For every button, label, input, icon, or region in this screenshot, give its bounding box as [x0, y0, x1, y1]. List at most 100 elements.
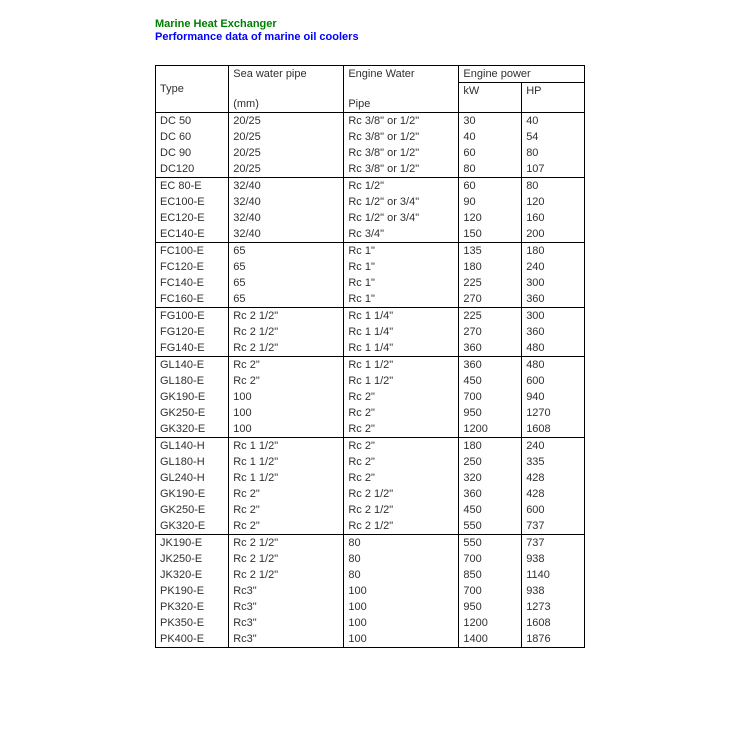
cell: Rc 2 1/2"	[229, 324, 344, 340]
table-row: JK190-ERc 2 1/2"80550737	[156, 534, 585, 551]
cell: 100	[229, 389, 344, 405]
table-row: GK320-ERc 2"Rc 2 1/2"550737	[156, 518, 585, 535]
title-line-2: Performance data of marine oil coolers	[155, 31, 585, 43]
cell: Rc 1 1/4"	[344, 340, 459, 357]
cell: JK320-E	[156, 567, 229, 583]
cell: 90	[459, 194, 522, 210]
cell: 200	[522, 226, 585, 243]
cell: FG100-E	[156, 307, 229, 324]
title-line-1: Marine Heat Exchanger	[155, 18, 585, 30]
cell: Rc 2 1/2"	[229, 307, 344, 324]
cell: 20/25	[229, 129, 344, 145]
cell: 65	[229, 275, 344, 291]
cell: Rc 2"	[229, 373, 344, 389]
cell: 80	[344, 567, 459, 583]
cell: 1270	[522, 405, 585, 421]
cell: DC120	[156, 161, 229, 178]
cell: PK400-E	[156, 631, 229, 648]
cell: Rc 2"	[229, 486, 344, 502]
cell: 360	[459, 340, 522, 357]
cell: 940	[522, 389, 585, 405]
cell: GK190-E	[156, 486, 229, 502]
cell: Rc3"	[229, 631, 344, 648]
cell: 20/25	[229, 112, 344, 129]
table-row: EC140-E32/40Rc 3/4"150200	[156, 226, 585, 243]
cell: 550	[459, 518, 522, 535]
cell: 737	[522, 518, 585, 535]
cell: 100	[344, 599, 459, 615]
cell: 700	[459, 583, 522, 599]
table-row: PK350-ERc3"10012001608	[156, 615, 585, 631]
table-row: FC100-E65Rc 1"135180	[156, 242, 585, 259]
cell: 450	[459, 373, 522, 389]
cell: 32/40	[229, 226, 344, 243]
cell: 1876	[522, 631, 585, 648]
cell: Rc 3/8" or 1/2"	[344, 129, 459, 145]
cell: Rc 2"	[229, 356, 344, 373]
cell: 135	[459, 242, 522, 259]
cell: Rc 2"	[344, 470, 459, 486]
cell: 180	[459, 259, 522, 275]
cell: DC 90	[156, 145, 229, 161]
cell: Rc 1"	[344, 259, 459, 275]
col-enginewater-top: Engine Water	[344, 66, 459, 83]
cell: Rc 1 1/4"	[344, 324, 459, 340]
cell: Rc 1 1/2"	[229, 470, 344, 486]
table-row: DC12020/25Rc 3/8" or 1/2"80107	[156, 161, 585, 178]
cell: 80	[344, 551, 459, 567]
cell: 480	[522, 340, 585, 357]
cell: GK250-E	[156, 502, 229, 518]
cell: Rc 1/2"	[344, 177, 459, 194]
cell: GL240-H	[156, 470, 229, 486]
table-row: JK320-ERc 2 1/2"808501140	[156, 567, 585, 583]
cell: DC 50	[156, 112, 229, 129]
cell: 65	[229, 259, 344, 275]
table-row: GL140-HRc 1 1/2"Rc 2"180240	[156, 437, 585, 454]
cell: 360	[459, 356, 522, 373]
col-hp: HP	[522, 83, 585, 112]
cell: GK190-E	[156, 389, 229, 405]
cell: 100	[344, 583, 459, 599]
cell: 1140	[522, 567, 585, 583]
cell: EC 80-E	[156, 177, 229, 194]
cell: 60	[459, 177, 522, 194]
table-row: DC 6020/25Rc 3/8" or 1/2"4054	[156, 129, 585, 145]
performance-table: Type Sea water pipe Engine Water Engine …	[155, 65, 585, 648]
cell: 950	[459, 405, 522, 421]
table-row: GL240-HRc 1 1/2"Rc 2"320428	[156, 470, 585, 486]
cell: 360	[459, 486, 522, 502]
cell: 428	[522, 486, 585, 502]
cell: 20/25	[229, 161, 344, 178]
cell: 320	[459, 470, 522, 486]
cell: Rc 2"	[344, 421, 459, 438]
cell: 160	[522, 210, 585, 226]
table-row: GK190-ERc 2"Rc 2 1/2"360428	[156, 486, 585, 502]
cell: Rc 2 1/2"	[229, 340, 344, 357]
cell: 32/40	[229, 210, 344, 226]
cell: GL140-E	[156, 356, 229, 373]
col-enginepower-top: Engine power	[459, 66, 585, 83]
cell: Rc 3/4"	[344, 226, 459, 243]
cell: 1608	[522, 421, 585, 438]
cell: Rc 2"	[344, 389, 459, 405]
cell: Rc 1 1/2"	[229, 437, 344, 454]
table-row: GK190-E100Rc 2"700940	[156, 389, 585, 405]
table-row: DC 5020/25Rc 3/8" or 1/2"3040	[156, 112, 585, 129]
cell: GK320-E	[156, 518, 229, 535]
cell: 1400	[459, 631, 522, 648]
col-type-label: Type	[156, 66, 229, 112]
cell: 1273	[522, 599, 585, 615]
cell: 40	[522, 112, 585, 129]
cell: 250	[459, 454, 522, 470]
cell: Rc 2 1/2"	[229, 551, 344, 567]
cell: 30	[459, 112, 522, 129]
cell: 100	[229, 421, 344, 438]
cell: 65	[229, 291, 344, 308]
table-row: EC120-E32/40Rc 1/2" or 3/4"120160	[156, 210, 585, 226]
page-container: Marine Heat Exchanger Performance data o…	[0, 0, 585, 648]
table-row: EC 80-E32/40Rc 1/2"6080	[156, 177, 585, 194]
cell: FC140-E	[156, 275, 229, 291]
cell: FG120-E	[156, 324, 229, 340]
cell: FG140-E	[156, 340, 229, 357]
cell: 100	[229, 405, 344, 421]
